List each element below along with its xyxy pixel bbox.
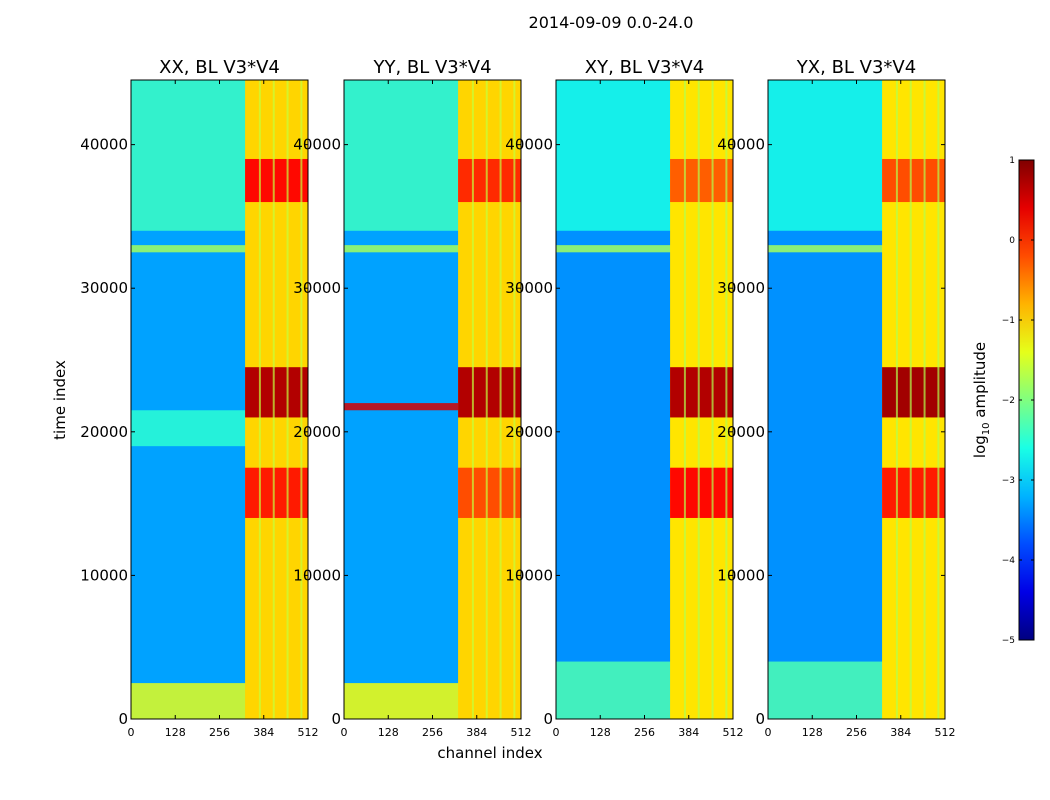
channel-stripe <box>711 80 714 719</box>
y-tick-label: 10000 <box>505 566 553 584</box>
x-tick-label: 256 <box>634 726 655 739</box>
rfi-hot-block <box>245 367 308 418</box>
y-tick-label: 20000 <box>717 423 765 441</box>
x-tick-label: 128 <box>590 726 611 739</box>
channel-stripe <box>697 80 700 719</box>
y-tick-label: 20000 <box>505 423 553 441</box>
rfi-hot-block <box>245 467 308 518</box>
colorbar-tick-label: −5 <box>1002 636 1015 646</box>
channel-stripe <box>272 80 275 719</box>
rfi-hot-block <box>245 158 308 203</box>
channel-stripe <box>300 80 303 719</box>
channel-stripe <box>471 80 474 719</box>
channel-stripe <box>286 80 289 719</box>
colorbar-label: log10 amplitude <box>971 342 992 458</box>
channel-stripe <box>937 80 940 719</box>
channel-stripe <box>923 80 926 719</box>
heatmap-panel: YY, BL V3*V4 0 128 256 384 512 0 10000 20000 3000… <box>293 57 531 739</box>
x-tick-label: 384 <box>890 726 911 739</box>
y-tick-label: 20000 <box>293 423 341 441</box>
y-tick-label: 0 <box>755 710 765 728</box>
rfi-hot-block <box>670 467 733 518</box>
panel-title: YY, BL V3*V4 <box>372 57 491 78</box>
time-band <box>556 245 733 253</box>
y-tick-label: 30000 <box>80 279 128 297</box>
y-tick-label: 0 <box>331 710 341 728</box>
y-tick-label: 20000 <box>80 423 128 441</box>
y-tick-label: 30000 <box>505 279 553 297</box>
rfi-hot-block <box>458 367 521 418</box>
x-tick-label: 256 <box>209 726 230 739</box>
colorbar-tick-label: −1 <box>1002 316 1015 326</box>
channel-stripe <box>513 80 516 719</box>
channel-stripe <box>683 80 686 719</box>
x-tick-label: 0 <box>765 726 772 739</box>
x-tick-label: 384 <box>253 726 274 739</box>
y-tick-label: 40000 <box>293 136 341 154</box>
x-tick-label: 384 <box>466 726 487 739</box>
figure-suptitle: 2014-09-09 0.0-24.0 <box>529 13 694 32</box>
channel-stripe <box>485 80 488 719</box>
x-tick-label: 128 <box>165 726 186 739</box>
colorbar-tick-label: −3 <box>1002 476 1015 486</box>
heatmap-panel: XX, BL V3*V4 0 128 256 384 512 0 10000 20000 3000… <box>80 57 318 739</box>
rfi-hot-block <box>670 158 733 203</box>
rfi-hot-block <box>882 467 945 518</box>
rfi-hot-block <box>458 158 521 203</box>
x-axis-label: channel index <box>437 744 542 762</box>
y-tick-label: 0 <box>543 710 553 728</box>
y-tick-label: 10000 <box>717 566 765 584</box>
colorbar-tick-label: 0 <box>1009 236 1015 246</box>
time-band <box>131 245 308 253</box>
time-band <box>768 245 945 253</box>
channel-stripe <box>258 80 261 719</box>
time-band <box>344 403 521 411</box>
rfi-hot-block <box>882 158 945 203</box>
channel-stripe <box>725 80 728 719</box>
x-tick-label: 384 <box>678 726 699 739</box>
rfi-hot-block <box>458 467 521 518</box>
x-tick-label: 0 <box>341 726 348 739</box>
panel-title: XY, BL V3*V4 <box>585 57 704 78</box>
x-tick-label: 512 <box>723 726 744 739</box>
heatmap-panel: XY, BL V3*V4 0 128 256 384 512 0 10000 20000 3000… <box>505 57 743 739</box>
y-tick-label: 10000 <box>80 566 128 584</box>
y-tick-label: 40000 <box>717 136 765 154</box>
x-tick-label: 0 <box>553 726 560 739</box>
x-tick-label: 256 <box>846 726 867 739</box>
colorbar-tick-label: −4 <box>1002 556 1016 566</box>
x-tick-label: 256 <box>422 726 443 739</box>
channel-stripe <box>499 80 502 719</box>
x-tick-label: 512 <box>935 726 956 739</box>
time-band <box>344 245 521 253</box>
colorbar-tick-label: −2 <box>1002 396 1015 406</box>
panel-title: YX, BL V3*V4 <box>796 57 916 78</box>
colorbar: 1 0 −1 −2 −3 −4 −5 log10 amplitude <box>971 156 1035 646</box>
x-tick-label: 128 <box>378 726 399 739</box>
heatmap-panel: YX, BL V3*V4 0 128 256 384 512 0 10000 20000 3000… <box>717 57 955 739</box>
x-tick-label: 0 <box>128 726 135 739</box>
x-tick-label: 512 <box>511 726 532 739</box>
rfi-hot-block <box>882 367 945 418</box>
y-tick-label: 30000 <box>717 279 765 297</box>
y-tick-label: 40000 <box>505 136 553 154</box>
y-tick-label: 10000 <box>293 566 341 584</box>
y-tick-label: 30000 <box>293 279 341 297</box>
channel-stripe <box>909 80 912 719</box>
channel-stripe <box>895 80 898 719</box>
colorbar-tick-label: 1 <box>1009 156 1015 166</box>
panel-title: XX, BL V3*V4 <box>159 57 280 78</box>
y-tick-label: 0 <box>118 710 128 728</box>
rfi-hot-block <box>670 367 733 418</box>
y-axis-label: time index <box>51 360 69 440</box>
x-tick-label: 512 <box>298 726 319 739</box>
y-tick-label: 40000 <box>80 136 128 154</box>
x-tick-label: 128 <box>802 726 823 739</box>
